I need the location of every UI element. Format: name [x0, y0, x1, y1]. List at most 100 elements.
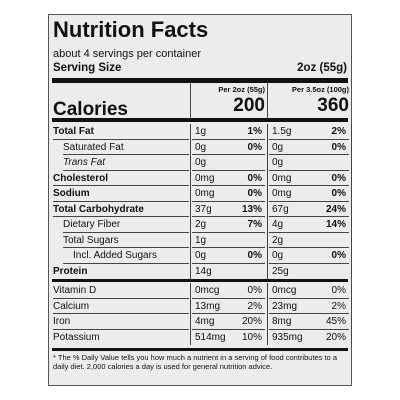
- amount: 1g: [195, 126, 207, 137]
- column-divider: [190, 232, 191, 248]
- row-rule: [269, 262, 349, 264]
- daily-value: 0%: [331, 188, 346, 199]
- column-divider: [190, 201, 191, 217]
- row-rule: [192, 231, 265, 233]
- nutrient-name: Potassium: [53, 331, 100, 343]
- amount: 1.5g: [272, 126, 292, 137]
- row-rule: [53, 313, 189, 315]
- nutrient-name: Saturated Fat: [63, 141, 124, 153]
- daily-value: 2%: [247, 300, 262, 312]
- nutrient-name: Protein: [53, 265, 88, 277]
- calories-label: Calories: [53, 99, 128, 120]
- amount: 0g: [272, 157, 284, 168]
- column-divider: [267, 124, 268, 140]
- daily-value: 1%: [247, 126, 262, 137]
- amount: 0mg: [195, 172, 215, 184]
- daily-value: 45%: [325, 316, 346, 328]
- nutrition-label: Nutrition Facts about 4 servings per con…: [48, 14, 352, 386]
- daily-value: 0%: [247, 285, 262, 296]
- daily-value: 20%: [241, 316, 262, 328]
- column-divider: [190, 314, 191, 330]
- amount: 0g: [272, 141, 284, 153]
- row-rule: [269, 138, 349, 140]
- row-rule: [63, 262, 189, 264]
- column-header: Per 3.5oz (100g): [291, 85, 349, 94]
- nutrient-name: Dietary Fiber: [63, 219, 121, 230]
- row-rule: [53, 216, 189, 217]
- amount: 2g: [272, 234, 284, 246]
- column-divider: [351, 298, 352, 315]
- row-rule: [269, 247, 349, 248]
- nutrient-name: Calcium: [53, 300, 90, 312]
- row-rule: [269, 297, 349, 299]
- column-divider: [190, 298, 191, 315]
- column-divider: [190, 186, 191, 202]
- thick-rule: [52, 78, 348, 83]
- column-divider: [267, 298, 268, 315]
- column-divider: [267, 314, 268, 330]
- amount: 23mg: [272, 300, 298, 312]
- nutrient-name: Incl. Added Sugars: [73, 250, 157, 261]
- row-rule: [192, 200, 265, 202]
- amount: 67g: [272, 203, 289, 215]
- row-rule: [192, 216, 265, 217]
- column-divider: [351, 248, 352, 264]
- amount: 14g: [195, 265, 212, 277]
- nutrient-name: Vitamin D: [53, 285, 97, 296]
- column-divider: [267, 186, 268, 202]
- column-divider: [267, 201, 268, 217]
- nutrient-name: Total Fat: [53, 126, 94, 137]
- amount: 0g: [195, 157, 207, 168]
- daily-value: 0%: [331, 172, 346, 184]
- amount: 37g: [195, 203, 212, 215]
- row-rule: [269, 185, 349, 186]
- row-rule: [269, 216, 349, 217]
- column-divider: [190, 263, 191, 279]
- amount: 4mg: [195, 316, 215, 328]
- amount: 0mg: [195, 188, 215, 199]
- row-rule: [269, 313, 349, 315]
- column-divider: [267, 232, 268, 248]
- column-divider: [351, 201, 352, 217]
- nutrient-name: Sodium: [53, 188, 90, 199]
- row-rule: [63, 231, 189, 233]
- column-divider: [190, 139, 191, 155]
- nutrient-name: Trans Fat: [63, 157, 106, 168]
- daily-value: 2%: [331, 300, 346, 312]
- column-divider: [190, 155, 191, 171]
- daily-value: 0%: [331, 250, 346, 261]
- thick-rule: [52, 279, 348, 282]
- daily-value: 0%: [247, 250, 262, 261]
- daily-value: 0%: [247, 172, 262, 184]
- column-divider: [190, 248, 191, 264]
- daily-value: 0%: [331, 285, 346, 296]
- servings: about 4 servings per container: [53, 48, 201, 60]
- footnote: * The % Daily Value tells you how much a…: [53, 353, 338, 371]
- column-divider: [267, 170, 268, 186]
- row-rule: [269, 328, 349, 330]
- daily-value: 20%: [325, 331, 346, 343]
- row-rule: [192, 154, 265, 155]
- column-divider: [351, 155, 352, 171]
- row-rule: [192, 262, 265, 264]
- column-divider: [351, 283, 352, 299]
- calories-value: 360: [317, 95, 349, 116]
- row-rule: [53, 138, 189, 140]
- column-divider: [267, 263, 268, 279]
- daily-value: 14%: [325, 219, 346, 230]
- column-divider: [351, 217, 352, 233]
- row-rule: [63, 247, 189, 248]
- amount: 0g: [272, 250, 284, 261]
- thick-rule: [52, 348, 348, 351]
- daily-value: 13%: [241, 203, 262, 215]
- row-rule: [192, 138, 265, 140]
- daily-value: 0%: [247, 141, 262, 153]
- column-divider: [351, 232, 352, 248]
- daily-value: 0%: [247, 188, 262, 199]
- amount: 935mg: [272, 331, 303, 343]
- column-divider: [351, 124, 352, 140]
- row-rule: [269, 200, 349, 202]
- column-divider: [190, 329, 191, 346]
- column-divider: [190, 124, 191, 140]
